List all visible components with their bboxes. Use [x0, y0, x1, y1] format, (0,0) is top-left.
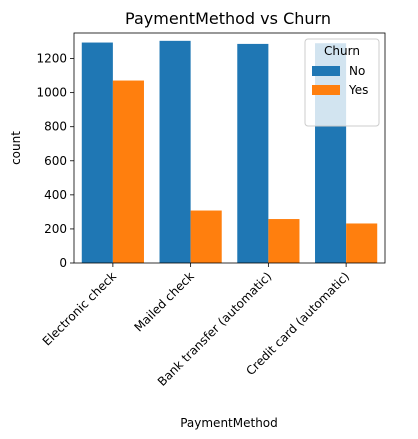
bar-yes-3 — [346, 223, 378, 263]
bar-yes-0 — [112, 80, 144, 264]
legend-swatch-yes — [312, 85, 340, 95]
y-tick-label: 1200 — [36, 52, 67, 66]
y-tick-label: 800 — [44, 120, 67, 134]
legend: Churn No Yes — [304, 38, 380, 127]
bar-no-0 — [81, 42, 113, 263]
legend-frame — [304, 38, 380, 127]
y-tick-label: 0 — [59, 256, 67, 270]
bar-yes-2 — [268, 219, 300, 263]
x-tick-label: Electronic check — [40, 269, 119, 348]
legend-swatch-no — [312, 66, 340, 76]
y-axis: 0 200 400 600 800 1000 1200 — [36, 52, 74, 270]
y-tick-label: 400 — [44, 188, 67, 202]
plot-frame — [73, 32, 386, 264]
legend-title: Churn — [324, 44, 360, 58]
chart-title: PaymentMethod vs Churn — [125, 9, 331, 28]
bar-no-2 — [237, 43, 269, 264]
y-axis-label: count — [9, 131, 23, 165]
bar-yes-1 — [190, 210, 222, 263]
legend-label-no: No — [349, 64, 365, 78]
x-tick-label: Mailed check — [131, 269, 196, 334]
y-tick-label: 1000 — [36, 86, 67, 100]
bar-no-1 — [159, 40, 191, 263]
x-axis-label: PaymentMethod — [180, 416, 278, 430]
legend-label-yes: Yes — [348, 83, 368, 97]
legend-items: No Yes — [312, 64, 368, 97]
y-tick-label: 200 — [44, 222, 67, 236]
y-tick-label: 600 — [44, 154, 67, 168]
